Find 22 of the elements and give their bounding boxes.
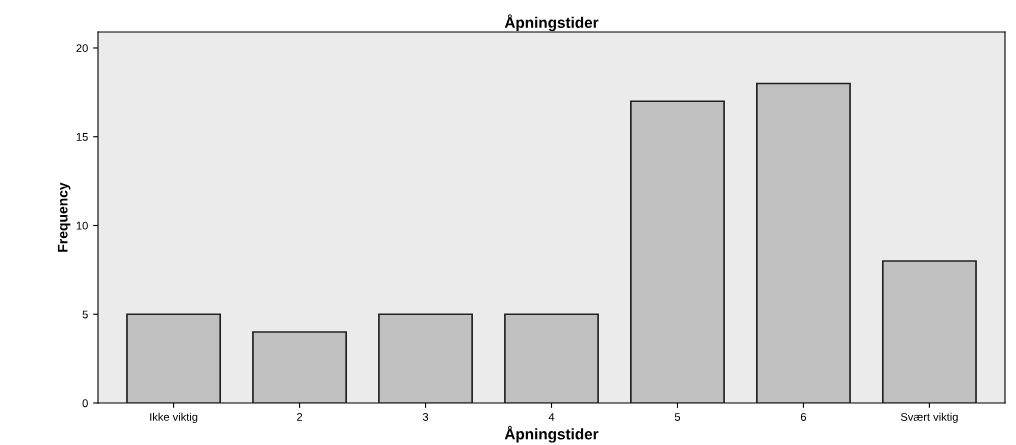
- chart-title: Åpningstider: [504, 14, 599, 32]
- bar: [378, 313, 473, 403]
- y-tick-label: 15: [76, 133, 88, 141]
- y-tick-label: 10: [76, 221, 88, 230]
- y-axis-title: Frequency: [57, 182, 71, 252]
- y-tick-label: 20: [76, 44, 88, 53]
- x-tick-label: 4: [548, 413, 555, 421]
- x-axis-title: Åpningstider: [504, 425, 599, 443]
- x-tick-label: 3: [422, 413, 429, 421]
- x-tick-label: 2: [297, 413, 303, 421]
- x-tick-label: Svært viktig: [900, 412, 958, 424]
- bar: [504, 313, 599, 403]
- bar: [126, 313, 222, 403]
- x-tick-label: Ikke viktig: [150, 412, 198, 424]
- x-tick-label: 6: [800, 413, 807, 421]
- bar: [755, 82, 851, 403]
- bar: [252, 331, 348, 403]
- x-tick-label: 5: [674, 413, 681, 421]
- bar: [630, 100, 725, 403]
- y-tick-label: 5: [82, 310, 88, 319]
- bar: [881, 260, 977, 403]
- y-tick-label: 0: [82, 399, 88, 408]
